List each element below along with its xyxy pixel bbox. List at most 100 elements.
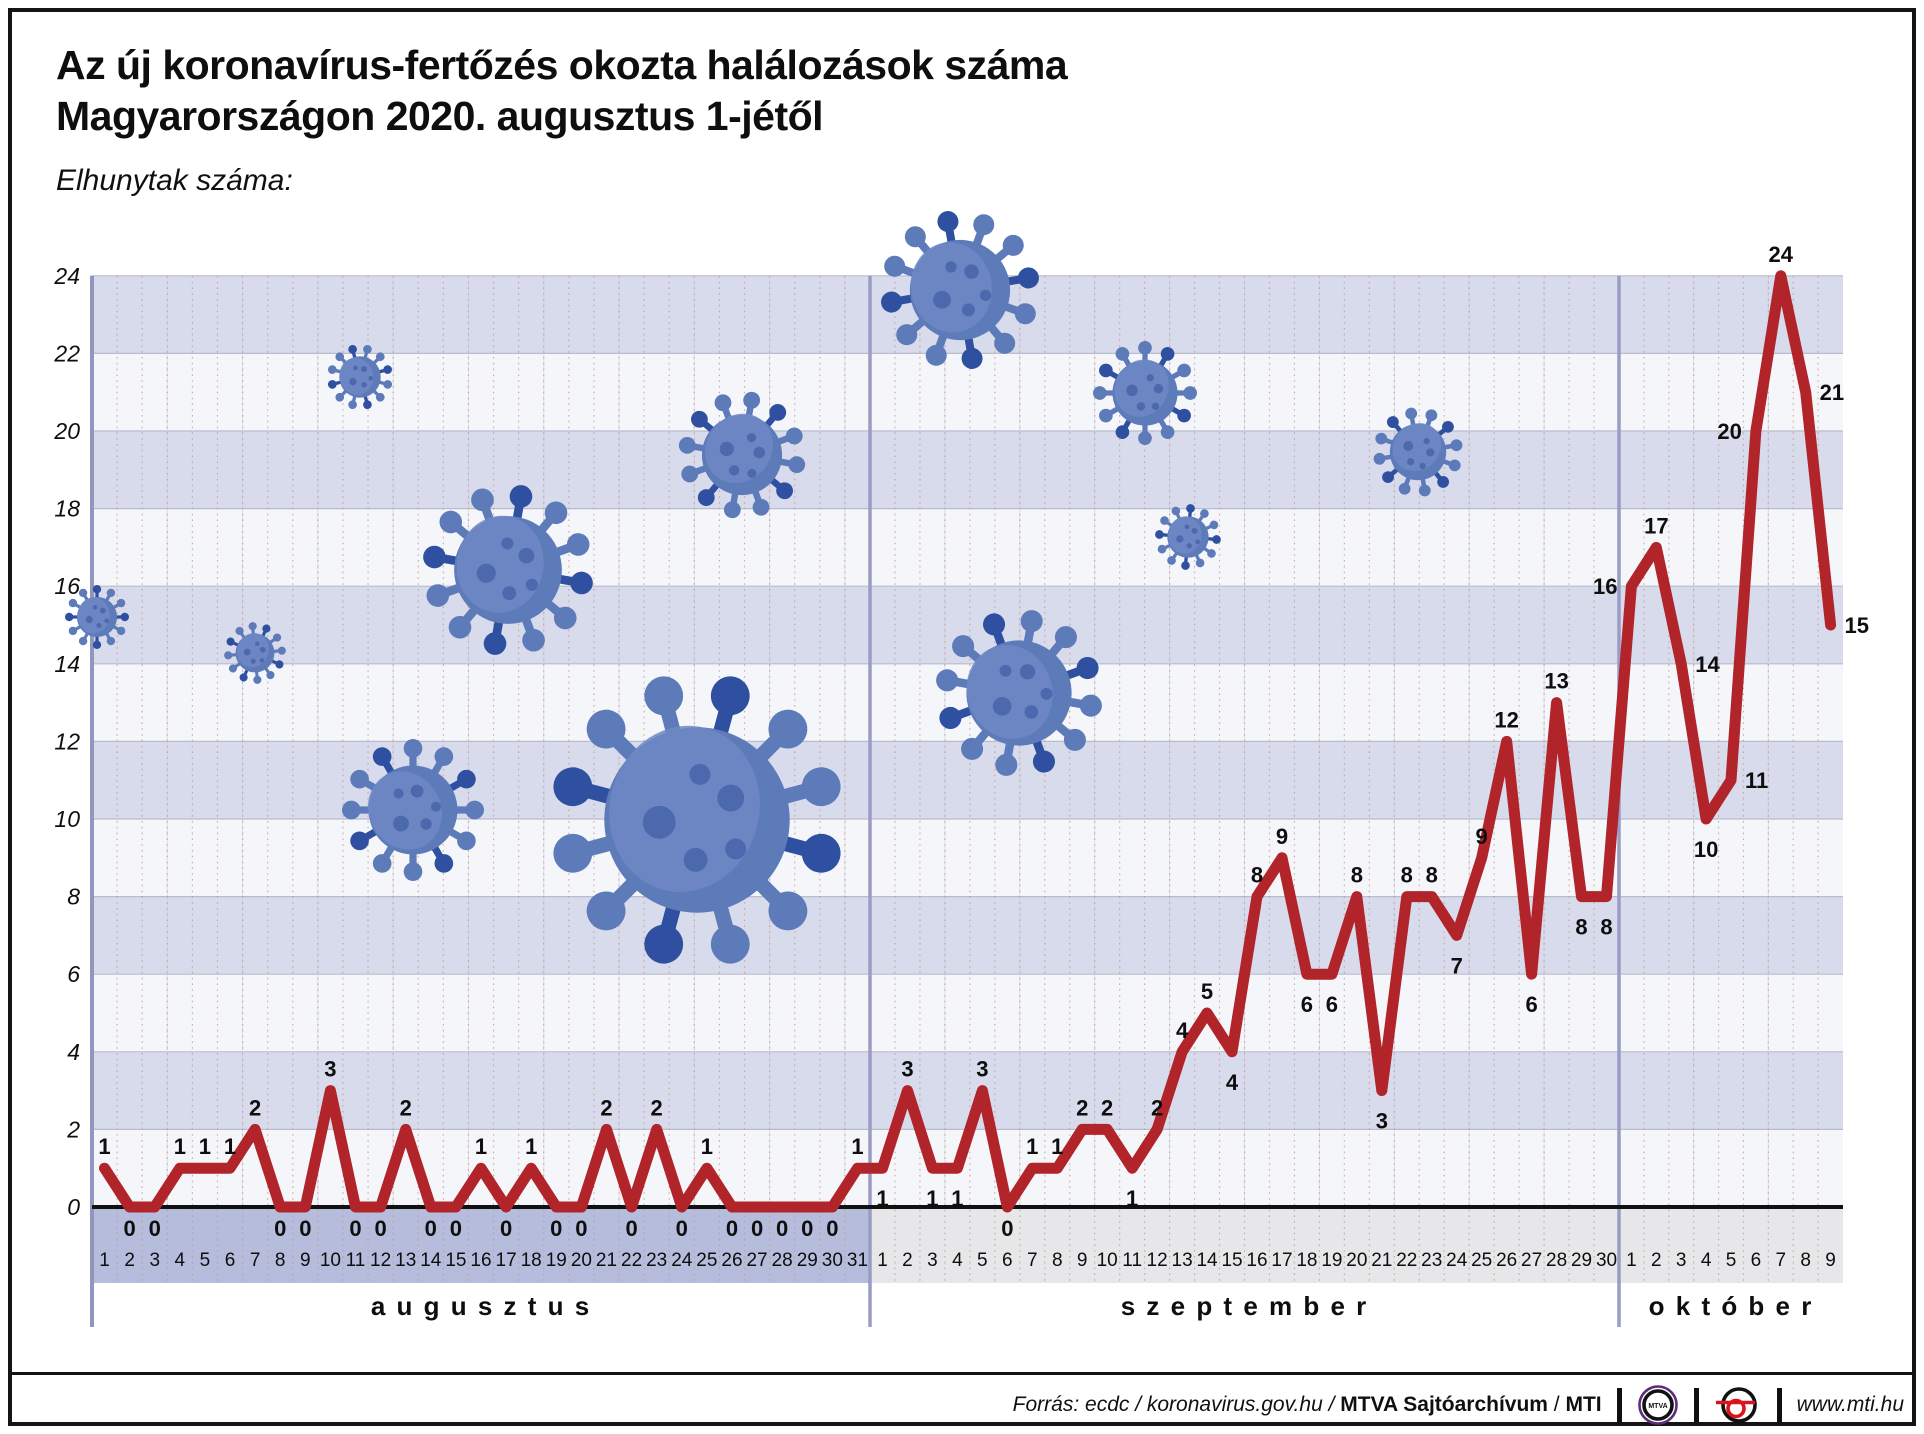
value-label: 0 bbox=[726, 1216, 738, 1241]
day-label: 8 bbox=[275, 1250, 286, 1271]
y-axis-label: 22 bbox=[53, 340, 80, 366]
day-label: 5 bbox=[977, 1250, 988, 1271]
day-label: 3 bbox=[149, 1250, 160, 1271]
value-label: 17 bbox=[1644, 513, 1668, 538]
value-label: 2 bbox=[1151, 1095, 1163, 1120]
chart-band bbox=[92, 508, 1843, 587]
day-label: 16 bbox=[470, 1250, 491, 1271]
y-axis-label: 0 bbox=[67, 1194, 80, 1220]
day-label: 18 bbox=[521, 1250, 542, 1271]
day-label: 13 bbox=[1172, 1250, 1193, 1271]
source-sep: / bbox=[1547, 1393, 1566, 1416]
chart-title-line2: Magyarországon 2020. augusztus 1-jétől bbox=[56, 93, 824, 139]
day-label: 5 bbox=[200, 1250, 211, 1271]
value-label: 4 bbox=[1176, 1018, 1189, 1043]
day-label: 19 bbox=[1321, 1250, 1342, 1271]
value-label: 20 bbox=[1717, 419, 1741, 444]
value-label: 0 bbox=[425, 1216, 437, 1241]
day-label: 26 bbox=[1496, 1250, 1517, 1271]
day-label: 1 bbox=[877, 1250, 888, 1271]
y-axis-label: 20 bbox=[53, 418, 80, 444]
day-label: 15 bbox=[445, 1250, 466, 1271]
day-label: 6 bbox=[225, 1250, 236, 1271]
day-label: 20 bbox=[1346, 1250, 1367, 1271]
value-label: 1 bbox=[174, 1134, 186, 1159]
value-label: 10 bbox=[1694, 837, 1718, 862]
footer-divider-bar bbox=[1616, 1388, 1622, 1422]
value-label: 0 bbox=[299, 1216, 311, 1241]
day-label: 2 bbox=[1651, 1250, 1662, 1271]
value-label: 12 bbox=[1494, 707, 1518, 732]
value-label: 0 bbox=[801, 1216, 813, 1241]
day-label: 9 bbox=[300, 1250, 311, 1271]
source-credit: Forrás: ecdc / koronavirus.gov.hu / MTVA… bbox=[1013, 1393, 1602, 1417]
value-label: 0 bbox=[751, 1216, 763, 1241]
value-label: 3 bbox=[901, 1057, 913, 1082]
value-label: 13 bbox=[1544, 669, 1568, 694]
value-label: 5 bbox=[1201, 979, 1213, 1004]
day-label: 16 bbox=[1246, 1250, 1267, 1271]
value-label: 8 bbox=[1600, 915, 1612, 940]
y-axis-label: 14 bbox=[54, 651, 80, 677]
value-label: 1 bbox=[224, 1134, 236, 1159]
day-label: 14 bbox=[420, 1250, 442, 1271]
day-label: 7 bbox=[1027, 1250, 1038, 1271]
value-label: 0 bbox=[826, 1216, 838, 1241]
value-label: 2 bbox=[600, 1095, 612, 1120]
value-label: 16 bbox=[1593, 574, 1617, 599]
day-label: 4 bbox=[1701, 1250, 1712, 1271]
value-label: 8 bbox=[1401, 863, 1413, 888]
day-label: 8 bbox=[1052, 1250, 1063, 1271]
footer-divider-bar bbox=[1776, 1388, 1782, 1422]
day-label: 12 bbox=[370, 1250, 391, 1271]
value-label: 2 bbox=[1101, 1095, 1113, 1120]
value-label: 0 bbox=[550, 1216, 562, 1241]
value-label: 3 bbox=[976, 1057, 988, 1082]
value-label: 0 bbox=[575, 1216, 587, 1241]
month-strip bbox=[92, 1207, 870, 1283]
day-label: 30 bbox=[1596, 1250, 1617, 1271]
day-label: 1 bbox=[1626, 1250, 1637, 1271]
chart-band bbox=[92, 1051, 1843, 1130]
value-label: 2 bbox=[249, 1095, 261, 1120]
month-label: a u g u s z t u s bbox=[371, 1291, 591, 1321]
value-label: 3 bbox=[324, 1057, 336, 1082]
day-label: 15 bbox=[1221, 1250, 1242, 1271]
value-label: 1 bbox=[475, 1134, 487, 1159]
day-label: 17 bbox=[1271, 1250, 1292, 1271]
value-label: 1 bbox=[926, 1186, 938, 1211]
day-label: 10 bbox=[1097, 1250, 1118, 1271]
day-label: 17 bbox=[496, 1250, 517, 1271]
value-label: 1 bbox=[1026, 1134, 1038, 1159]
day-label: 24 bbox=[671, 1250, 693, 1271]
chart-title-line1: Az új koronavírus-fertőzés okozta halálo… bbox=[56, 42, 1068, 88]
chart-band bbox=[92, 896, 1843, 975]
day-label: 2 bbox=[902, 1250, 913, 1271]
value-label: 2 bbox=[651, 1095, 663, 1120]
mtva-logo: MTVA bbox=[1637, 1385, 1678, 1425]
value-label: 0 bbox=[124, 1216, 136, 1241]
value-label: 21 bbox=[1820, 380, 1844, 405]
y-axis-label: 10 bbox=[54, 806, 80, 832]
value-label: 9 bbox=[1476, 824, 1488, 849]
day-label: 11 bbox=[1122, 1250, 1142, 1271]
value-label: 1 bbox=[701, 1134, 713, 1159]
mti-logo bbox=[1715, 1387, 1757, 1423]
chart-subtitle: Elhunytak száma: bbox=[56, 164, 293, 197]
value-label: 0 bbox=[374, 1216, 386, 1241]
mtva-logo-text: MTVA bbox=[1648, 1403, 1667, 1410]
footer-separator-line bbox=[10, 1372, 1914, 1375]
day-label: 27 bbox=[746, 1250, 767, 1271]
value-label: 8 bbox=[1426, 863, 1438, 888]
day-label: 6 bbox=[1002, 1250, 1013, 1271]
month-label: o k t ó b e r bbox=[1649, 1291, 1814, 1321]
day-label: 9 bbox=[1077, 1250, 1088, 1271]
value-label: 1 bbox=[876, 1186, 888, 1211]
day-label: 13 bbox=[395, 1250, 416, 1271]
day-label: 23 bbox=[646, 1250, 667, 1271]
day-label: 24 bbox=[1446, 1250, 1468, 1271]
day-label: 20 bbox=[571, 1250, 592, 1271]
value-label: 8 bbox=[1251, 863, 1263, 888]
day-label: 9 bbox=[1825, 1250, 1836, 1271]
day-label: 28 bbox=[1546, 1250, 1567, 1271]
